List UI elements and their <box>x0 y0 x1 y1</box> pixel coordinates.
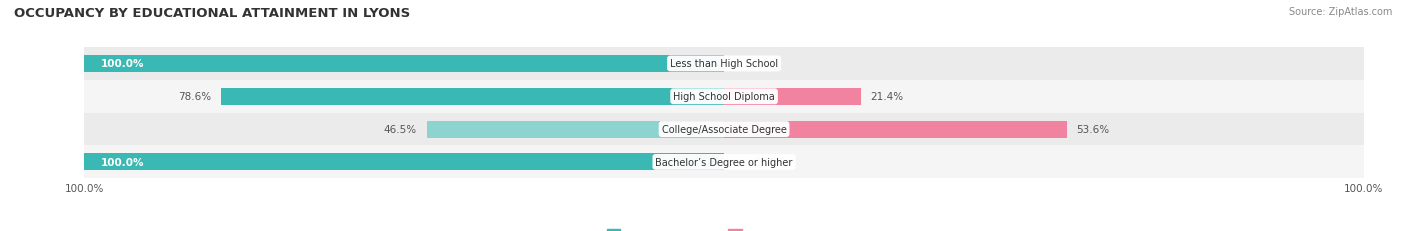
Bar <box>84 81 1364 113</box>
Text: High School Diploma: High School Diploma <box>673 92 775 102</box>
Text: 53.6%: 53.6% <box>1077 125 1109 134</box>
Text: 0.0%: 0.0% <box>752 157 779 167</box>
Bar <box>84 154 724 171</box>
Text: 100.0%: 100.0% <box>100 59 143 69</box>
Bar <box>724 88 860 105</box>
Text: 100.0%: 100.0% <box>100 157 143 167</box>
Bar <box>84 56 724 73</box>
Text: Bachelor’s Degree or higher: Bachelor’s Degree or higher <box>655 157 793 167</box>
Text: Less than High School: Less than High School <box>671 59 778 69</box>
Text: 46.5%: 46.5% <box>384 125 418 134</box>
Text: 78.6%: 78.6% <box>179 92 212 102</box>
Legend: Owner-occupied, Renter-occupied: Owner-occupied, Renter-occupied <box>602 225 846 231</box>
Bar <box>724 121 1067 138</box>
Text: 0.0%: 0.0% <box>752 59 779 69</box>
Bar <box>84 146 1364 179</box>
Text: 21.4%: 21.4% <box>870 92 904 102</box>
Bar <box>84 113 1364 146</box>
Text: College/Associate Degree: College/Associate Degree <box>662 125 786 134</box>
Text: Source: ZipAtlas.com: Source: ZipAtlas.com <box>1288 7 1392 17</box>
Text: OCCUPANCY BY EDUCATIONAL ATTAINMENT IN LYONS: OCCUPANCY BY EDUCATIONAL ATTAINMENT IN L… <box>14 7 411 20</box>
Bar <box>84 48 1364 81</box>
Bar <box>221 88 724 105</box>
Bar <box>426 121 724 138</box>
